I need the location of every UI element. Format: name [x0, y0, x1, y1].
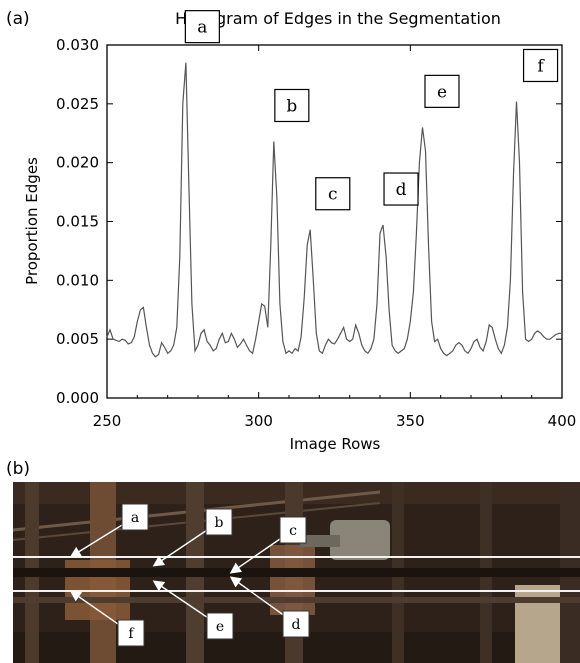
annotation-label: a [197, 18, 207, 38]
y-tick-label: 0.030 [56, 36, 99, 54]
annotation-label: c [328, 185, 338, 205]
y-tick-label: 0.015 [56, 213, 99, 231]
callout-label: e [216, 619, 224, 635]
annotation-e: e [425, 75, 459, 107]
y-tick-label: 0.005 [56, 330, 99, 348]
x-axis-label: Image Rows [290, 435, 381, 453]
y-tick-label: 0.020 [56, 154, 99, 172]
plot-area [107, 45, 562, 398]
y-tick-label: 0.010 [56, 271, 99, 289]
annotation-label: b [286, 96, 297, 116]
callout-label: a [131, 510, 139, 526]
x-tick-label: 400 [548, 412, 577, 430]
annotation-b: b [275, 89, 309, 121]
x-tick-label: 350 [396, 412, 425, 430]
x-tick-label: 250 [93, 412, 122, 430]
x-tick-label: 300 [244, 412, 273, 430]
annotation-label: e [437, 82, 447, 102]
y-tick-label: 0.025 [56, 95, 99, 113]
annotation-label: d [396, 180, 407, 200]
y-tick-label: 0.000 [56, 389, 99, 407]
chart-title: Histogram of Edges in the Segmentation [175, 9, 501, 28]
callout-label: c [289, 523, 297, 539]
panel-b-label: (b) [6, 459, 30, 479]
annotation-f: f [524, 49, 558, 81]
annotation-a: a [185, 11, 219, 43]
annotation-c: c [316, 178, 350, 210]
panel-a-label: (a) [6, 9, 30, 29]
annotation-d: d [384, 173, 418, 205]
callout-label: d [292, 617, 301, 633]
x-axis-ticks: 250 300 350 400 [93, 45, 577, 430]
callout-label: b [215, 515, 224, 531]
peak-annotations: a b c d e f [185, 11, 557, 210]
y-axis-label: Proportion Edges [23, 157, 41, 285]
